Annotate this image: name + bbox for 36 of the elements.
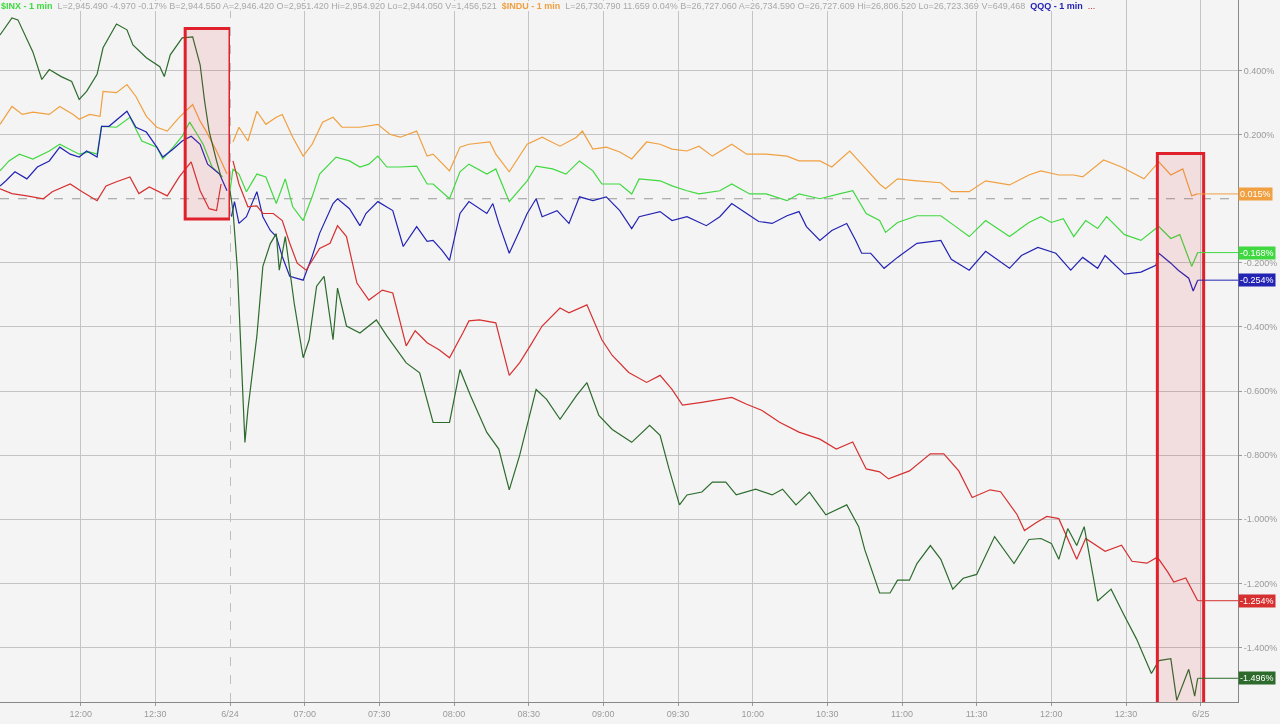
x-tick-label: 07:30 [368,708,391,719]
text: $INDU - 1 min [501,1,561,11]
y-tick-label: 0.200% [1243,129,1275,140]
annotation: L=26,730.790 11.659 0.04% B=26,727.060 A=26,734.590 O=26,727.609 Hi=26,806.520 Lo=26,723.369 V=649,468 [565,1,1026,11]
x-tick-label: 11:30 [965,708,988,719]
x-tick-label: 09:00 [592,708,615,719]
x-tick-label: 6/25 [1191,708,1210,719]
y-tick-label: 0.400% [1243,65,1275,76]
y-tick-label: -0.200% [1243,258,1278,268]
x-tick-label: 12:30 [144,708,167,719]
data-label: -0.254% [1239,275,1274,285]
annotation: L=2,945.490 -4.970 -0.17% B=2,944.550 A=2,946.420 O=2,951.420 Hi=2,954.920 Lo=2,944.050 V=1,456,521 [57,1,497,11]
x-tick-label: 09:30 [666,708,690,719]
x-tick-label: 07:00 [293,708,316,719]
x-tick-label: 08:00 [442,708,466,719]
y-tick-label: -1.200% [1243,578,1278,589]
data-label: -0.168% [1239,248,1274,258]
x-tick-label: 10:30 [816,708,839,719]
annotation: ... [1087,1,1096,11]
x-tick-label: 6/24 [221,708,239,719]
data-label: -1.254% [1239,596,1274,606]
text: $INX - 1 min [1,1,53,11]
data-label: -1.496% [1239,673,1274,683]
x-tick-label: 11:00 [891,708,913,719]
x-tick-label: 12:00 [69,708,92,719]
y-tick-label: -1.000% [1243,514,1278,525]
data-label: 0.015% [1239,189,1271,199]
y-tick-label: -0.800% [1243,450,1278,461]
x-tick-label: 08:30 [517,708,540,719]
y-tick-label: -0.600% [1243,386,1278,397]
x-tick-label: 10:00 [741,708,764,719]
y-tick-label: -1.400% [1243,642,1278,653]
y-tick-label: -0.400% [1243,322,1278,333]
x-tick-label: 12:00 [1040,708,1063,719]
text: QQQ - 1 min [1030,1,1083,11]
x-tick-label: 12:30 [1114,708,1138,719]
